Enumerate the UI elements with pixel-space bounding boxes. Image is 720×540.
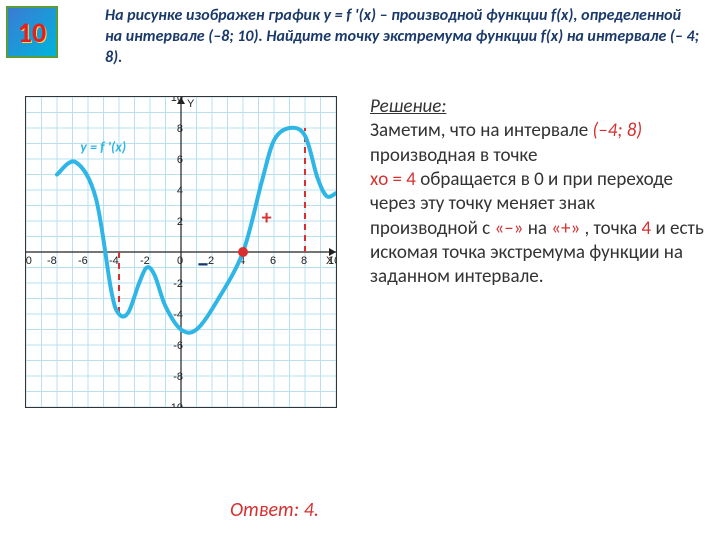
svg-text:-10: -10 <box>26 255 32 267</box>
svg-text:-8: -8 <box>47 255 57 267</box>
svg-text:-2: -2 <box>173 278 183 290</box>
svg-text:y = f '(x): y = f '(x) <box>80 138 126 155</box>
x0-accent: xо = 4 <box>370 168 416 191</box>
problem-statement: На рисунке изображен график y = f '(x) –… <box>105 6 700 68</box>
solution-text: на <box>528 217 552 240</box>
answer-text: Ответ: 4. <box>230 498 319 522</box>
svg-text:-10: -10 <box>167 402 183 407</box>
svg-text:6: 6 <box>270 255 276 267</box>
interval-accent: (–4; 8) <box>592 119 642 142</box>
chart-container: XY-10-8-6-4-20246810-10-8-6-4-2246810y =… <box>25 96 337 408</box>
svg-text:-4: -4 <box>109 255 119 267</box>
solution-text: , точка <box>585 217 642 240</box>
svg-text:-6: -6 <box>173 340 183 352</box>
derivative-chart: XY-10-8-6-4-20246810-10-8-6-4-2246810y =… <box>26 97 336 407</box>
minus-accent: «–» <box>494 217 523 240</box>
point-accent: 4 <box>642 217 652 240</box>
svg-text:10: 10 <box>328 255 336 267</box>
solution-block: Решение: Заметим, что на интервале (–4; … <box>370 95 705 290</box>
svg-text:+: + <box>262 206 272 230</box>
solution-title: Решение: <box>370 95 446 118</box>
svg-text:4: 4 <box>177 185 183 197</box>
svg-text:10: 10 <box>171 97 183 104</box>
solution-text: производная в точке <box>370 144 537 167</box>
svg-text:8: 8 <box>301 255 307 267</box>
svg-text:6: 6 <box>177 154 183 166</box>
svg-text:-8: -8 <box>173 371 183 383</box>
svg-text:–: – <box>197 247 210 279</box>
svg-text:8: 8 <box>177 123 183 135</box>
plus-accent: «+» <box>551 217 580 240</box>
svg-text:0: 0 <box>177 255 183 267</box>
problem-number-badge: 10 <box>6 6 58 58</box>
svg-text:2: 2 <box>177 216 183 228</box>
solution-text: Заметим, что на интервале <box>370 119 592 142</box>
svg-text:Y: Y <box>187 98 195 110</box>
svg-text:-6: -6 <box>78 255 88 267</box>
